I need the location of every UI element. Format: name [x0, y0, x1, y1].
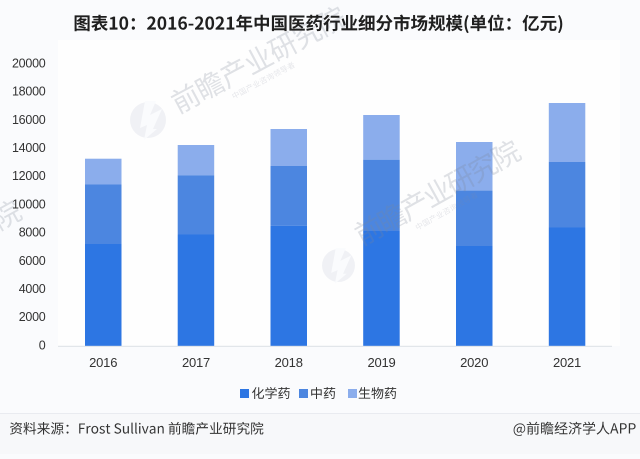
svg-text:10000: 10000	[12, 197, 46, 211]
svg-text:2000: 2000	[19, 310, 46, 324]
svg-text:16000: 16000	[12, 113, 46, 127]
svg-text:18000: 18000	[12, 85, 46, 99]
svg-text:14000: 14000	[12, 141, 46, 155]
svg-text:2021: 2021	[553, 355, 581, 370]
svg-text:4000: 4000	[19, 282, 46, 296]
svg-text:12000: 12000	[12, 169, 46, 183]
svg-text:20000: 20000	[12, 56, 46, 70]
svg-text:2017: 2017	[182, 355, 210, 370]
svg-text:2020: 2020	[460, 355, 488, 370]
svg-text:2019: 2019	[367, 355, 395, 370]
svg-text:6000: 6000	[19, 254, 46, 268]
svg-text:8000: 8000	[19, 226, 46, 240]
svg-text:2018: 2018	[275, 355, 303, 370]
svg-text:0: 0	[39, 338, 46, 352]
svg-text:2016: 2016	[89, 355, 117, 370]
